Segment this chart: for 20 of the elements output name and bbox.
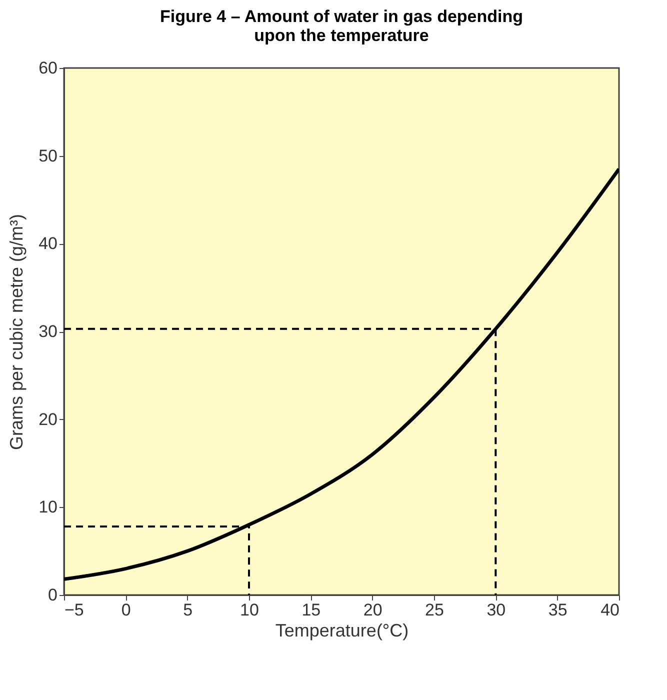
x-tick-label: 15 [302,600,321,620]
x-tick-label: 40 [600,600,620,620]
x-tick-label: 5 [183,600,193,620]
y-tick-label: 0 [48,586,58,604]
y-tick-label: 50 [38,146,58,166]
y-axis-title: Grams per cubic metre (g/m³) [6,214,27,450]
y-tick-label: 40 [38,234,58,254]
x-tick-label: −5 [64,600,84,620]
x-tick-label: 25 [425,600,444,620]
x-tick-label: 0 [121,600,131,620]
chart-title: Figure 4 – Amount of water in gas depending upon the temperature [160,7,524,45]
y-tick-label: 20 [38,410,58,429]
x-tick-label: 35 [548,600,568,620]
x-tick-label: 20 [363,600,382,620]
y-tick-label: 10 [38,498,58,517]
x-tick-label: 10 [240,600,259,620]
y-tick-label: 60 [38,58,58,78]
x-tick-label: 30 [486,600,506,620]
x-axis-title: Temperature(°C) [275,620,409,640]
y-tick-label: 30 [38,322,58,341]
